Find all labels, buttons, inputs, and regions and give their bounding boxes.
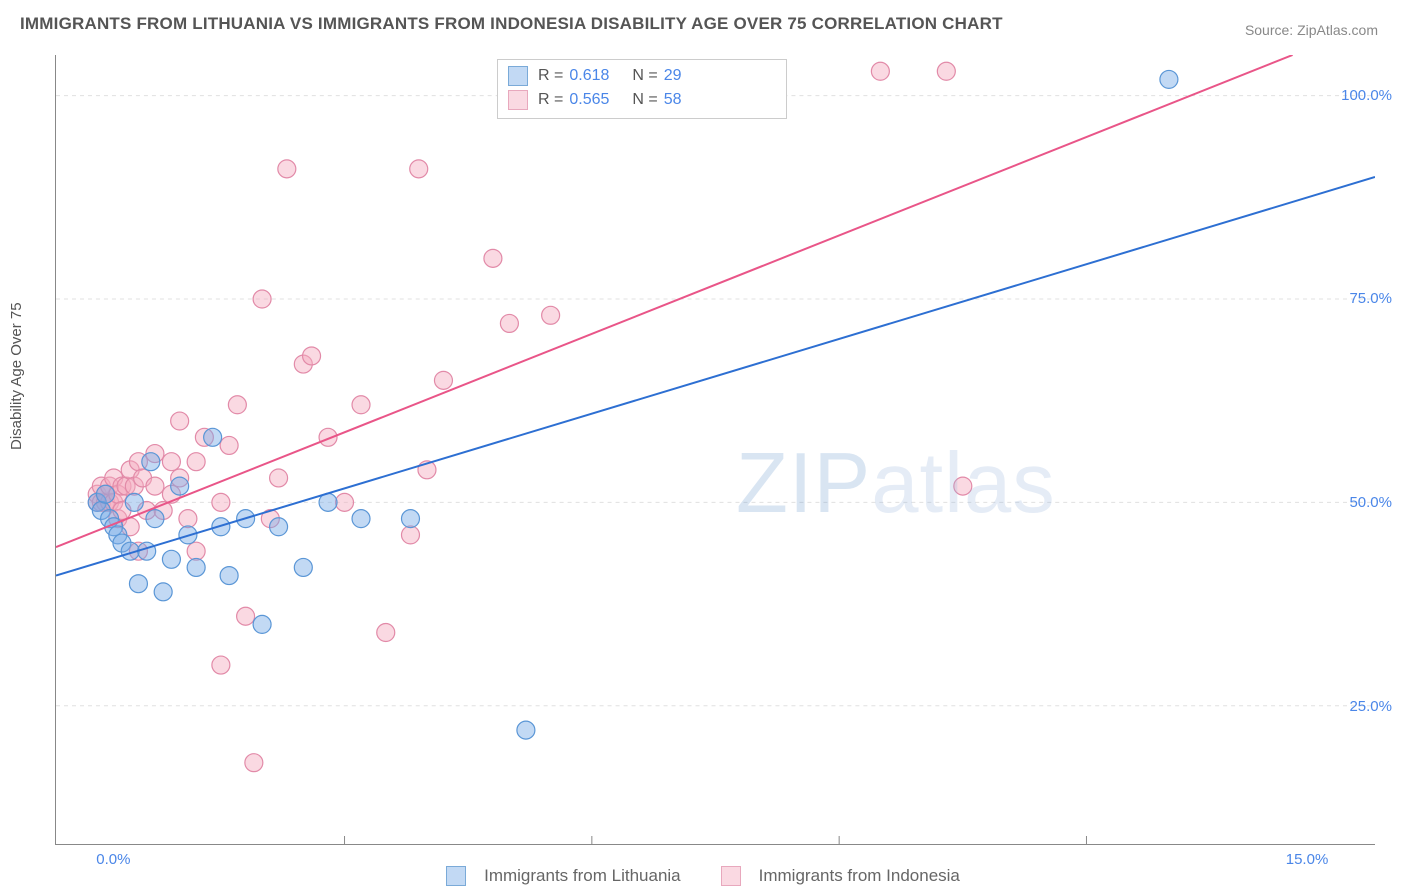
data-point [336, 493, 354, 511]
data-point [179, 510, 197, 528]
data-point [212, 493, 230, 511]
y-tick-label: 50.0% [1349, 494, 1392, 511]
chart-title: IMMIGRANTS FROM LITHUANIA VS IMMIGRANTS … [20, 14, 1003, 34]
data-point [171, 477, 189, 495]
stats-row-pink: R = 0.565 N = 58 [508, 88, 776, 112]
data-point [162, 550, 180, 568]
data-point [517, 721, 535, 739]
data-point [401, 510, 419, 528]
y-tick-label: 25.0% [1349, 698, 1392, 715]
source-name: ZipAtlas.com [1297, 22, 1378, 38]
stats-box: R = 0.618 N = 29 R = 0.565 N = 58 [497, 59, 787, 119]
legend: Immigrants from Lithuania Immigrants fro… [0, 866, 1406, 886]
data-point [954, 477, 972, 495]
data-point [401, 526, 419, 544]
data-point [253, 615, 271, 633]
stats-row-blue: R = 0.618 N = 29 [508, 64, 776, 88]
legend-item-blue: Immigrants from Lithuania [446, 866, 681, 886]
data-point [245, 754, 263, 772]
data-point [377, 624, 395, 642]
r-value-blue: 0.618 [569, 67, 624, 85]
n-label: N = [632, 67, 657, 85]
data-point [146, 477, 164, 495]
data-point [187, 542, 205, 560]
r-value-pink: 0.565 [569, 91, 624, 109]
data-point [294, 558, 312, 576]
data-point [484, 249, 502, 267]
data-point [212, 656, 230, 674]
data-point [138, 542, 156, 560]
source-citation: Source: ZipAtlas.com [1245, 22, 1378, 38]
swatch-pink-icon [721, 866, 741, 886]
n-value-pink: 58 [664, 91, 719, 109]
data-point [220, 436, 238, 454]
n-label: N = [632, 91, 657, 109]
plot-area: ZIPatlas [55, 55, 1375, 845]
data-point [220, 567, 238, 585]
data-point [500, 314, 518, 332]
data-point [237, 607, 255, 625]
data-point [1160, 70, 1178, 88]
legend-item-pink: Immigrants from Indonesia [721, 866, 960, 886]
data-point [871, 62, 889, 80]
data-point [96, 485, 114, 503]
swatch-blue-icon [446, 866, 466, 886]
plot-svg [56, 55, 1375, 844]
data-point [270, 518, 288, 536]
data-point [154, 583, 172, 601]
swatch-blue-icon [508, 66, 528, 86]
data-point [352, 396, 370, 414]
data-point [303, 347, 321, 365]
data-point [187, 453, 205, 471]
data-point [937, 62, 955, 80]
n-value-blue: 29 [664, 67, 719, 85]
y-tick-label: 75.0% [1349, 290, 1392, 307]
data-point [278, 160, 296, 178]
data-point [434, 371, 452, 389]
data-point [410, 160, 428, 178]
data-point [187, 558, 205, 576]
data-point [125, 493, 143, 511]
data-point [162, 453, 180, 471]
data-point [171, 412, 189, 430]
y-tick-label: 100.0% [1341, 87, 1392, 104]
regression-line [56, 55, 1293, 547]
regression-line [56, 177, 1375, 576]
swatch-pink-icon [508, 90, 528, 110]
legend-label-blue: Immigrants from Lithuania [484, 866, 681, 886]
data-point [270, 469, 288, 487]
data-point [253, 290, 271, 308]
source-label: Source: [1245, 22, 1297, 38]
data-point [204, 428, 222, 446]
r-label: R = [538, 91, 563, 109]
data-point [142, 453, 160, 471]
y-axis-label: Disability Age Over 75 [8, 302, 25, 450]
r-label: R = [538, 67, 563, 85]
data-point [352, 510, 370, 528]
data-point [146, 510, 164, 528]
data-point [228, 396, 246, 414]
legend-label-pink: Immigrants from Indonesia [759, 866, 960, 886]
data-point [542, 306, 560, 324]
data-point [129, 575, 147, 593]
